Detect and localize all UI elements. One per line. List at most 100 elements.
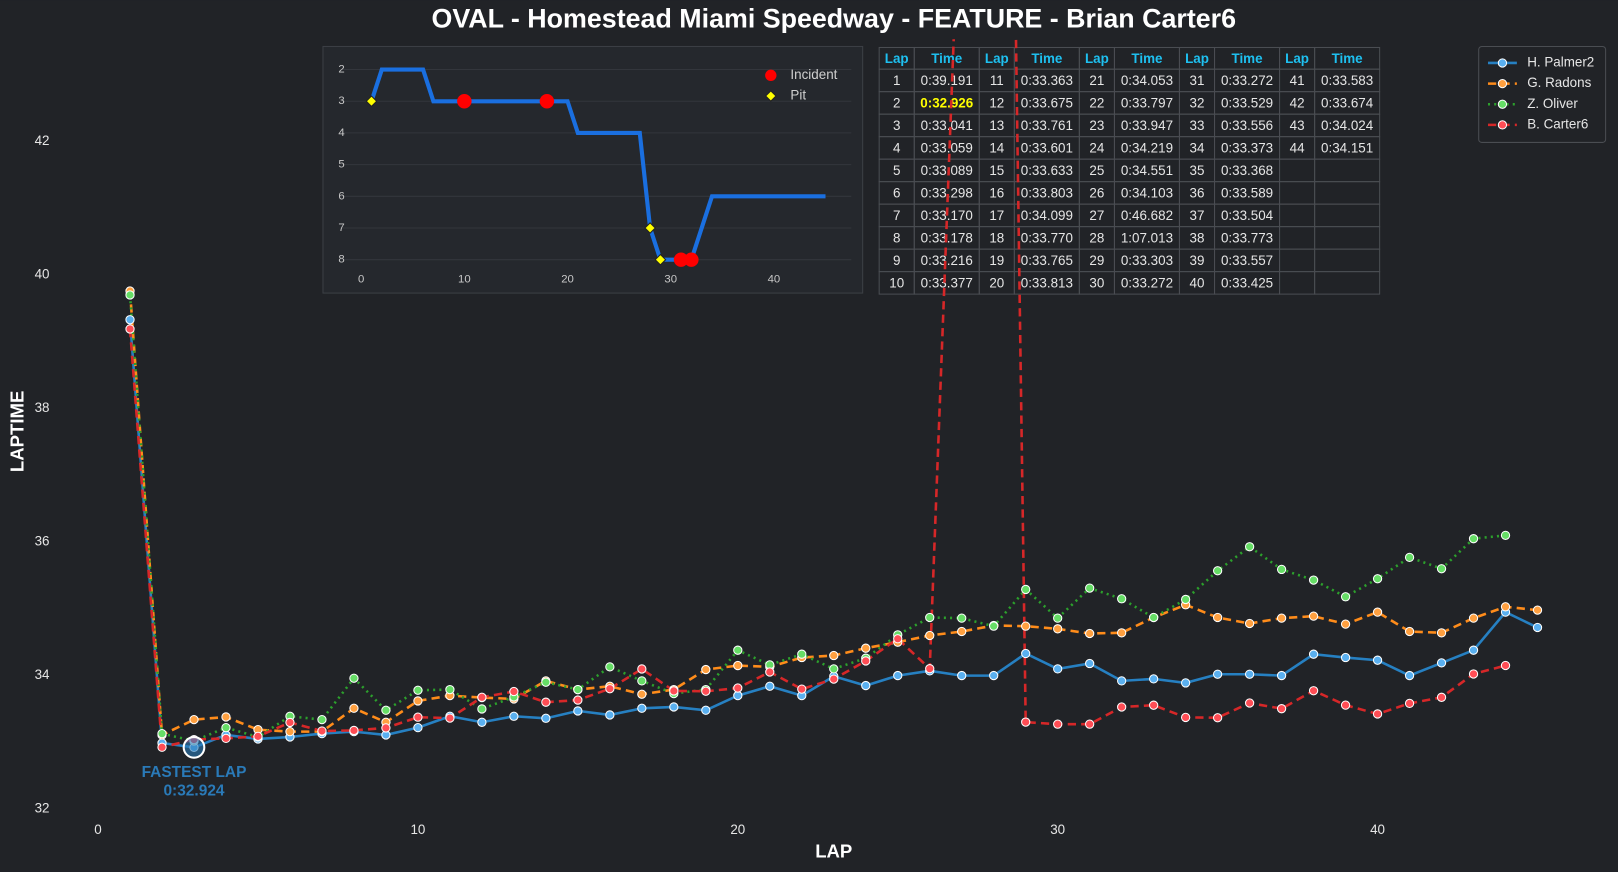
- data-point: [1244, 669, 1255, 679]
- diamond-marker: [644, 222, 656, 234]
- data-point: [157, 729, 167, 739]
- legend-marker: [1497, 99, 1508, 109]
- cell-text: 37: [1190, 208, 1205, 223]
- inset-frame: [322, 45, 864, 294]
- data-point: [1436, 564, 1447, 574]
- cell-text: 7: [893, 208, 900, 223]
- data-point: [1212, 669, 1223, 679]
- data-point: [1149, 612, 1159, 623]
- y-tick-label: 3: [338, 95, 344, 107]
- x-tick-label: 0: [94, 822, 101, 837]
- cell-text: 0:33.589: [1221, 185, 1273, 200]
- legend-marker: [1497, 120, 1508, 130]
- cell-text: 0:39.191: [921, 73, 973, 88]
- y-tick-label: 5: [338, 159, 344, 171]
- data-point: [285, 717, 295, 728]
- data-point: [1468, 534, 1479, 544]
- data-point: [861, 656, 871, 666]
- x-axis-label: LAP: [815, 840, 852, 861]
- cell-text: 0:33.216: [921, 253, 973, 268]
- data-point: [1244, 698, 1255, 708]
- data-point: [1436, 628, 1447, 638]
- diamond-marker: [365, 95, 378, 108]
- data-point: [573, 695, 583, 705]
- cell-text: 0:33.089: [921, 163, 973, 178]
- annotation-title: FASTEST LAP: [142, 764, 247, 781]
- cell-text: 29: [1089, 253, 1104, 268]
- cell-text: 0:33.797: [1121, 95, 1173, 110]
- cell-text: 30: [1089, 275, 1104, 290]
- data-point: [1053, 664, 1063, 674]
- cell-text: 0:33.813: [1021, 275, 1073, 290]
- cell-text: 5: [893, 163, 900, 178]
- data-point: [1053, 613, 1063, 623]
- cell-text: 0:34.099: [1021, 208, 1073, 223]
- data-point: [1308, 575, 1319, 585]
- data-point: [477, 717, 487, 727]
- data-point: [1021, 717, 1031, 727]
- data-point: [1436, 658, 1447, 668]
- data-point: [957, 670, 967, 681]
- cell-text: 41: [1290, 73, 1305, 88]
- data-point: [925, 630, 935, 641]
- cell-text: 13: [989, 118, 1004, 133]
- data-point: [925, 612, 935, 623]
- data-point: [413, 696, 423, 706]
- position-line: [369, 67, 826, 262]
- circle-marker: [765, 69, 777, 82]
- data-point: [605, 710, 615, 720]
- data-point: [157, 742, 167, 752]
- cell-text: 10: [889, 275, 904, 290]
- cell-text: 17: [989, 208, 1004, 223]
- data-point: [1085, 583, 1095, 593]
- cell-text: 16: [989, 185, 1004, 200]
- plot-area: [125, 39, 1543, 753]
- data-point: [1244, 542, 1255, 552]
- legend-marker: [1497, 78, 1508, 89]
- cell-text: 0:33.373: [1221, 140, 1273, 155]
- data-point: [125, 290, 135, 300]
- data-point: [1117, 676, 1127, 686]
- circle-marker: [539, 94, 555, 109]
- data-point: [477, 704, 487, 714]
- data-point: [733, 690, 743, 701]
- cell-text: 35: [1190, 163, 1205, 178]
- cell-text: 34: [1190, 140, 1205, 155]
- y-tick-label: 2: [338, 64, 344, 76]
- data-point: [221, 712, 231, 722]
- series-line: [128, 294, 1506, 743]
- data-point: [1180, 712, 1191, 723]
- data-point: [477, 692, 487, 702]
- data-point: [541, 713, 551, 723]
- lap-table: Lap Time Lap Time Lap Time Lap Time Lap Time 1 0:39…: [878, 46, 1381, 295]
- data-point: [1276, 613, 1287, 623]
- data-point: [1021, 648, 1031, 659]
- header-text: Time: [1232, 51, 1263, 66]
- fastest-lap-marker: [182, 736, 206, 759]
- cell-text: 40: [1190, 275, 1205, 290]
- cell-text: 22: [1089, 95, 1104, 110]
- data-point: [637, 703, 647, 713]
- circle-marker: [684, 252, 699, 267]
- cell-text: 0:33.504: [1221, 208, 1274, 223]
- cell-text: 28: [1089, 230, 1104, 245]
- data-point: [861, 643, 871, 653]
- data-point: [1244, 618, 1255, 629]
- data-point: [1212, 713, 1223, 723]
- header-text: Lap: [985, 51, 1009, 66]
- data-point: [445, 713, 455, 723]
- y-axis-label: LAPTIME: [6, 391, 27, 472]
- data-point: [1500, 602, 1511, 612]
- data-point: [637, 676, 647, 686]
- cell-text: 15: [989, 163, 1004, 178]
- x-tick-label: 30: [664, 274, 677, 286]
- data-point: [765, 681, 775, 691]
- cell-text: 32: [1190, 95, 1205, 110]
- cell-text: 0:33.529: [1221, 95, 1273, 110]
- data-point: [669, 702, 679, 712]
- data-point: [1085, 719, 1095, 729]
- data-point: [1340, 619, 1351, 629]
- data-point: [509, 686, 519, 697]
- cell-text: 0:34.103: [1121, 185, 1173, 200]
